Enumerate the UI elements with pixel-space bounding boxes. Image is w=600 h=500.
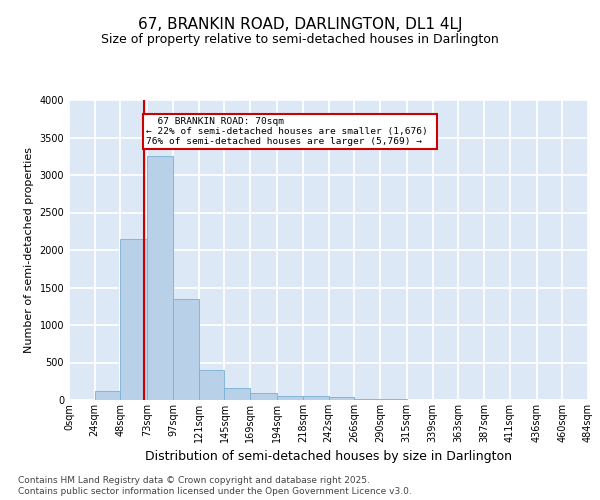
Bar — [199, 370, 224, 400]
Bar — [95, 391, 121, 400]
Y-axis label: Number of semi-detached properties: Number of semi-detached properties — [24, 147, 34, 353]
Bar — [380, 399, 407, 400]
Bar — [121, 239, 147, 400]
Bar — [303, 396, 329, 400]
Text: Size of property relative to semi-detached houses in Darlington: Size of property relative to semi-detach… — [101, 32, 499, 46]
Text: Contains HM Land Registry data © Crown copyright and database right 2025.: Contains HM Land Registry data © Crown c… — [18, 476, 370, 485]
Bar — [329, 397, 354, 400]
Bar — [173, 298, 199, 400]
Bar — [224, 388, 250, 400]
Text: 67, BRANKIN ROAD, DARLINGTON, DL1 4LJ: 67, BRANKIN ROAD, DARLINGTON, DL1 4LJ — [138, 18, 462, 32]
Bar — [354, 399, 380, 400]
Bar — [250, 393, 277, 400]
Bar — [277, 396, 303, 400]
Bar — [147, 156, 173, 400]
X-axis label: Distribution of semi-detached houses by size in Darlington: Distribution of semi-detached houses by … — [145, 450, 512, 464]
Text: 67 BRANKIN ROAD: 70sqm
← 22% of semi-detached houses are smaller (1,676)
76% of : 67 BRANKIN ROAD: 70sqm ← 22% of semi-det… — [146, 116, 434, 146]
Text: Contains public sector information licensed under the Open Government Licence v3: Contains public sector information licen… — [18, 487, 412, 496]
